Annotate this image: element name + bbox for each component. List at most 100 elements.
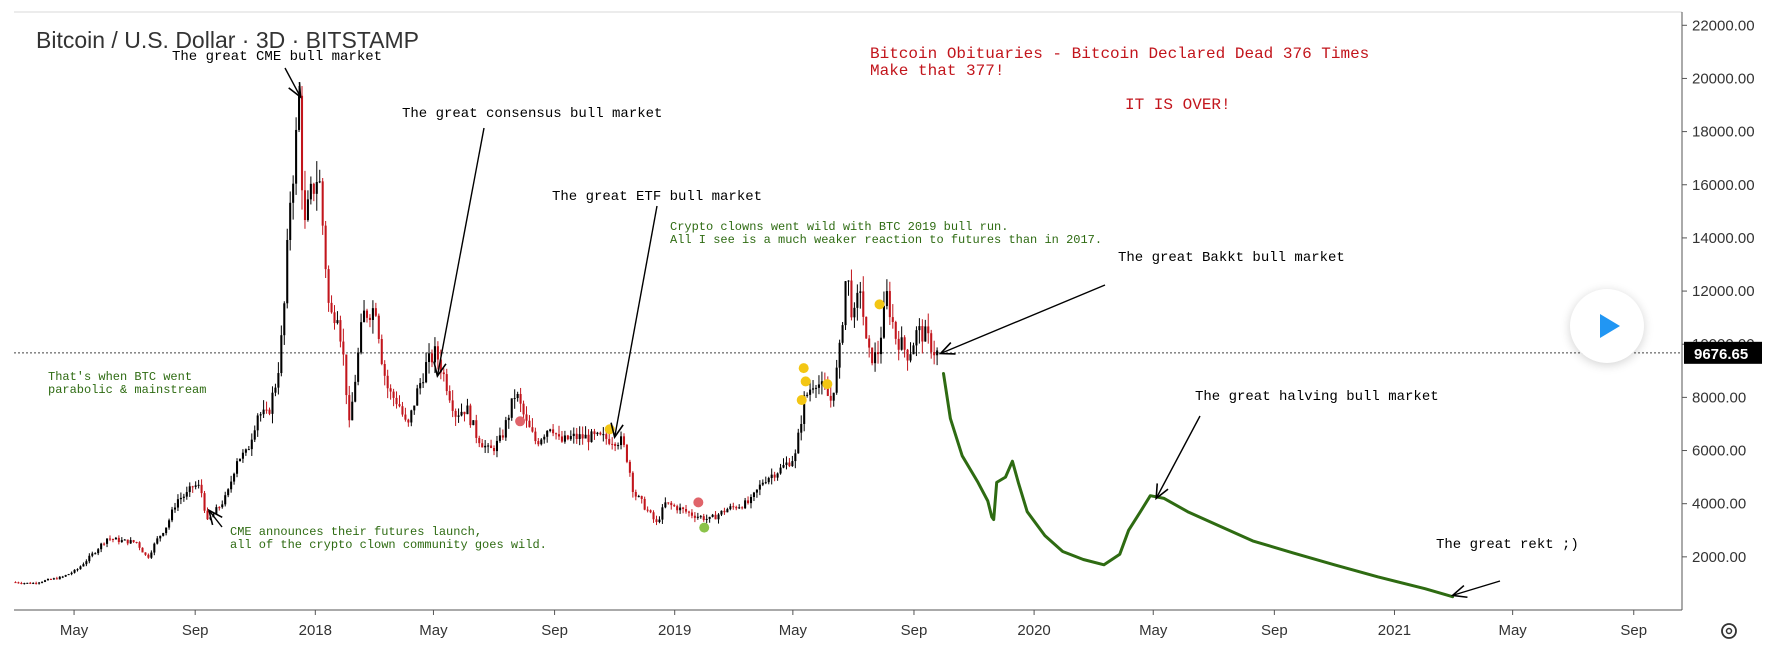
candle-body xyxy=(38,582,41,584)
candle-body xyxy=(611,443,614,445)
candle-body xyxy=(46,579,50,581)
candle-body xyxy=(141,547,144,553)
gear-icon[interactable] xyxy=(1721,623,1737,639)
candle-body xyxy=(354,381,357,402)
candle-body xyxy=(862,291,865,317)
annotation-cme-bull: The great CME bull market xyxy=(172,49,382,99)
candle-body xyxy=(306,199,309,221)
candle-body xyxy=(73,569,76,573)
event-marker-yellow[interactable] xyxy=(822,379,833,390)
candle-body xyxy=(687,511,691,513)
candle-body xyxy=(673,505,676,507)
chart-title: Bitcoin / U.S. Dollar · 3D · BITSTAMP xyxy=(36,27,419,53)
x-tick-label: 2018 xyxy=(299,622,332,639)
candle-body xyxy=(543,436,546,440)
x-tick-label: Sep xyxy=(901,622,928,639)
x-tick-label: Sep xyxy=(182,622,209,639)
candle-body xyxy=(206,510,209,520)
candle-body xyxy=(679,507,682,511)
annotation-arrow-line xyxy=(613,205,658,438)
play-button[interactable] xyxy=(1570,289,1644,363)
candle-body xyxy=(454,410,457,417)
candle-body xyxy=(425,362,428,383)
y-tick-label: 2000.00 xyxy=(1692,549,1746,566)
candle-body xyxy=(900,337,903,350)
event-marker-red[interactable] xyxy=(515,416,526,427)
candle-body xyxy=(528,420,531,428)
candle-body xyxy=(631,472,634,492)
candle-body xyxy=(327,269,330,303)
candle-body xyxy=(664,502,667,508)
candle-body xyxy=(259,414,262,416)
candle-body xyxy=(841,325,844,343)
candle-body xyxy=(126,539,129,544)
candle-body xyxy=(339,320,342,342)
annotation-text: Bitcoin Obituaries - Bitcoin Declared De… xyxy=(870,45,1369,63)
candle-body xyxy=(581,434,584,439)
candle-body xyxy=(457,415,460,417)
candle-body xyxy=(702,516,705,520)
annotation-crypto-clowns: Crypto clowns went wild with BTC 2019 bu… xyxy=(670,220,1102,247)
candle-body xyxy=(286,239,289,304)
event-marker-red[interactable] xyxy=(693,497,704,508)
candle-body xyxy=(401,406,404,415)
candle-body xyxy=(670,502,673,506)
candle-body xyxy=(865,316,868,339)
candle-body xyxy=(97,549,100,554)
annotation-text: That's when BTC went xyxy=(48,370,192,384)
candle-body xyxy=(717,514,720,520)
candle-body xyxy=(741,507,744,509)
candle-body xyxy=(549,429,552,431)
candle-body xyxy=(94,553,97,555)
x-tick-label: 2020 xyxy=(1017,622,1050,639)
candle-body xyxy=(906,349,909,361)
candle-body xyxy=(596,432,599,435)
candle-body xyxy=(575,433,578,440)
candle-body xyxy=(593,431,596,435)
annotation-text: Crypto clowns went wild with BTC 2019 bu… xyxy=(670,220,1008,234)
candle-body xyxy=(761,482,764,485)
event-marker-yellow[interactable] xyxy=(874,299,885,310)
candle-body xyxy=(853,307,856,318)
event-marker-green[interactable] xyxy=(699,522,710,533)
last-price-label: 9676.65 xyxy=(1694,346,1748,363)
candle-body xyxy=(392,391,395,398)
candle-body xyxy=(330,302,333,313)
annotation-text: CME announces their futures launch, xyxy=(230,525,482,539)
candle-body xyxy=(324,225,327,270)
candle-body xyxy=(123,539,126,541)
candle-body xyxy=(531,427,534,432)
price-series xyxy=(14,85,939,585)
candle-body xyxy=(708,516,711,519)
annotation-arrow-line xyxy=(1452,580,1501,597)
candle-body xyxy=(516,393,519,399)
candle-body xyxy=(829,395,832,401)
candle-body xyxy=(43,580,47,582)
candle-body xyxy=(295,129,298,184)
candle-body xyxy=(82,564,85,567)
candle-body xyxy=(658,519,661,523)
candle-body xyxy=(832,392,835,401)
event-marker-yellow[interactable] xyxy=(796,395,807,406)
candle-body xyxy=(782,465,785,468)
candle-body xyxy=(159,535,162,539)
candle-body xyxy=(300,95,304,191)
annotation-consensus-bull: The great consensus bull market xyxy=(402,106,662,379)
time-axis[interactable]: May Sep 2018 May Sep 2019 May Sep 2020 May Sep 2021… xyxy=(60,610,1647,639)
price-axis[interactable]: 22000.00 20000.00 18000.00 16000.00 14000.00… xyxy=(1682,17,1762,566)
candle-body xyxy=(380,339,383,364)
event-marker-yellow[interactable] xyxy=(800,376,811,387)
x-tick-label: May xyxy=(1139,622,1168,639)
candle-body xyxy=(150,552,153,558)
candle-body xyxy=(758,484,761,490)
candle-body xyxy=(590,431,593,443)
candle-body xyxy=(620,436,623,446)
candle-body xyxy=(693,515,696,518)
annotation-text: Make that 377! xyxy=(870,62,1004,80)
annotation-rekt: The great rekt ;) xyxy=(1436,537,1579,599)
event-marker-yellow[interactable] xyxy=(798,363,809,374)
candle-body xyxy=(649,510,652,513)
candle-body xyxy=(253,430,256,440)
candle-body xyxy=(156,538,159,544)
